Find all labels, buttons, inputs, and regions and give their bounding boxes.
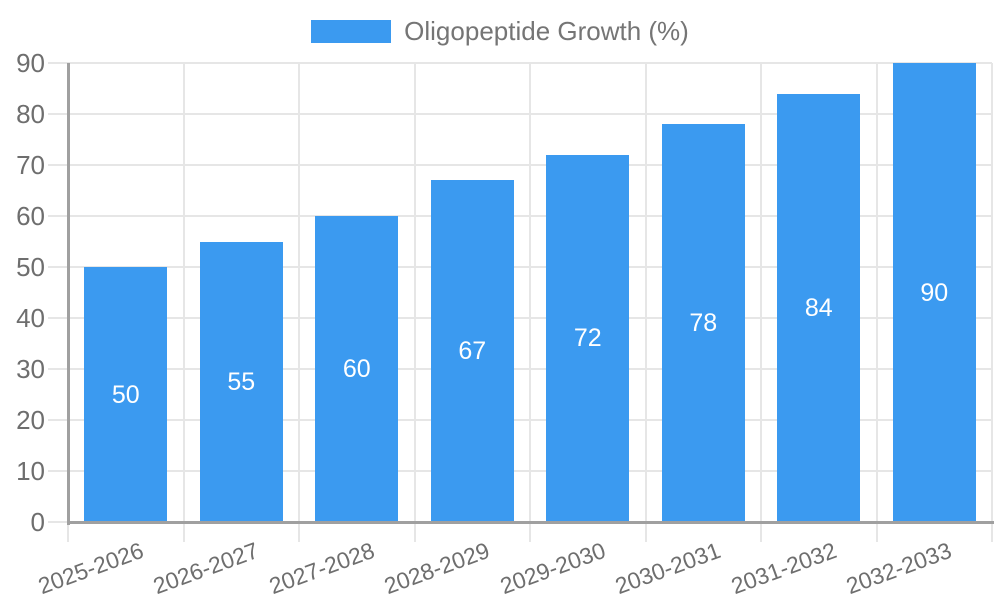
- x-tick-label: 2030-2031: [611, 537, 725, 600]
- y-gridline: [48, 419, 992, 421]
- bar[interactable]: [430, 180, 514, 522]
- x-gridline: [298, 63, 300, 542]
- x-gridline: [875, 63, 878, 542]
- bar[interactable]: [892, 63, 976, 522]
- y-axis-line: [66, 63, 70, 525]
- bar-value-label: 55: [227, 367, 256, 396]
- bar[interactable]: [546, 154, 630, 522]
- x-gridline: [529, 63, 531, 542]
- bar[interactable]: [777, 93, 861, 522]
- y-gridline: [48, 470, 992, 472]
- bar-value-label: 60: [342, 355, 371, 383]
- bar-value-label: 78: [689, 309, 718, 338]
- y-gridline: [48, 113, 992, 115]
- bar[interactable]: [199, 241, 283, 522]
- y-tick-label: 90: [16, 48, 45, 78]
- y-tick-label: 10: [16, 456, 45, 486]
- y-tick-label: 80: [16, 99, 45, 129]
- x-tick-label: 2028-2029: [380, 537, 494, 600]
- y-gridline: [48, 215, 992, 217]
- y-tick-label: 50: [16, 252, 45, 282]
- y-gridline: [48, 317, 992, 319]
- x-tick-label: 2032-2033: [842, 537, 956, 600]
- y-gridline: [48, 266, 992, 268]
- x-gridline: [644, 63, 647, 542]
- bar-value-label: 90: [920, 278, 949, 307]
- x-gridline: [413, 63, 416, 542]
- x-tick-label: 2029-2030: [496, 537, 609, 600]
- y-tick-label: 30: [16, 354, 45, 384]
- x-tick-label: 2026-2027: [149, 537, 263, 600]
- legend[interactable]: Oligopeptide Growth (%): [0, 18, 1000, 44]
- bar-value-label: 50: [111, 380, 140, 409]
- legend-swatch[interactable]: [311, 19, 392, 43]
- y-tick-label: 70: [16, 150, 45, 180]
- bar-value-label: 72: [573, 324, 602, 353]
- y-tick-label: 40: [16, 303, 45, 333]
- bar[interactable]: [661, 124, 745, 522]
- x-gridline: [991, 63, 993, 542]
- legend-label: Oligopeptide Growth (%): [404, 16, 689, 46]
- x-tick-label: 2027-2028: [265, 537, 378, 600]
- bar-value-label: 67: [458, 337, 487, 366]
- bar[interactable]: [315, 216, 399, 522]
- y-gridline: [48, 62, 992, 64]
- x-tick-label: 2025-2026: [34, 537, 147, 600]
- x-gridline: [182, 63, 185, 542]
- y-tick-label: 0: [30, 507, 45, 537]
- x-axis-line: [66, 520, 994, 524]
- x-gridline: [760, 63, 762, 542]
- y-gridline: [48, 368, 992, 370]
- y-tick-label: 20: [16, 405, 45, 435]
- bar-value-label: 84: [804, 293, 833, 322]
- y-gridline: [48, 164, 992, 166]
- x-tick-label: 2031-2032: [727, 537, 840, 600]
- bar[interactable]: [84, 267, 168, 522]
- y-tick-label: 60: [16, 201, 45, 231]
